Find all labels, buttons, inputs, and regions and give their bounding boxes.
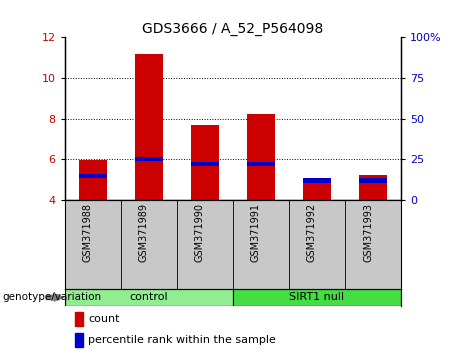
Bar <box>191 125 219 200</box>
Bar <box>233 289 401 306</box>
Title: GDS3666 / A_52_P564098: GDS3666 / A_52_P564098 <box>142 22 324 36</box>
Text: GSM371991: GSM371991 <box>251 202 261 262</box>
Bar <box>359 178 387 183</box>
Bar <box>135 157 163 161</box>
Bar <box>75 333 83 347</box>
Text: GSM371992: GSM371992 <box>307 202 317 262</box>
Bar <box>78 173 106 178</box>
Bar <box>191 162 219 166</box>
Bar <box>247 162 275 166</box>
Text: GSM371993: GSM371993 <box>363 202 373 262</box>
Bar <box>75 312 83 326</box>
Text: percentile rank within the sample: percentile rank within the sample <box>88 335 276 345</box>
Bar <box>303 178 331 183</box>
Bar <box>247 114 275 200</box>
Bar <box>135 55 163 200</box>
Text: genotype/variation: genotype/variation <box>2 292 101 302</box>
Bar <box>303 183 331 200</box>
Bar <box>65 289 233 306</box>
Text: count: count <box>88 314 119 324</box>
Text: SIRT1 null: SIRT1 null <box>290 292 344 302</box>
Text: GSM371989: GSM371989 <box>139 202 148 262</box>
Bar <box>359 175 387 200</box>
Text: GSM371990: GSM371990 <box>195 202 205 262</box>
Bar <box>78 160 106 200</box>
Text: control: control <box>130 292 168 302</box>
Text: GSM371988: GSM371988 <box>83 202 93 262</box>
